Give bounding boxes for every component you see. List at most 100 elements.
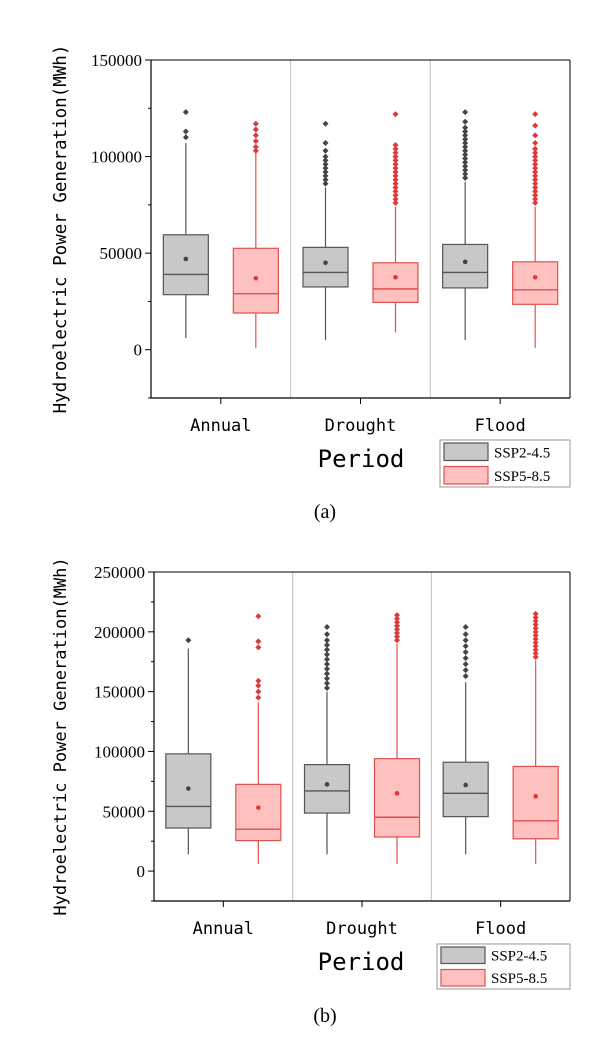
outlier-point — [462, 637, 469, 644]
outlier-point — [532, 180, 539, 187]
box-iqr — [165, 753, 212, 829]
outlier-point — [324, 651, 330, 658]
box-iqr — [235, 783, 282, 842]
box-flood-ssp585 — [512, 111, 559, 348]
outlier-point — [252, 126, 259, 133]
outlier-point — [324, 675, 330, 682]
outlier-point — [392, 184, 399, 191]
box-iqr — [302, 246, 349, 288]
y-tick-label: 150000 — [94, 683, 145, 702]
outlier-point — [532, 161, 539, 168]
outlier-point — [324, 670, 330, 677]
y-tick-label: 200000 — [94, 623, 145, 642]
outlier-point — [532, 132, 539, 139]
outlier-point — [462, 147, 469, 154]
box-iqr — [232, 247, 279, 314]
outlier-point — [532, 650, 539, 657]
box-flood-ssp245 — [442, 624, 489, 855]
outlier-point — [532, 184, 539, 191]
outlier-point — [324, 637, 330, 644]
x-axis-title: Period — [318, 445, 405, 473]
box-iqr — [162, 234, 209, 296]
legend-swatch-ssp245 — [440, 946, 486, 965]
mean-marker — [393, 274, 398, 280]
outlier-point — [532, 169, 539, 176]
outlier-point — [324, 631, 330, 638]
mean-marker — [183, 256, 189, 262]
outlier-point — [532, 632, 539, 639]
outlier-point — [392, 161, 399, 168]
outlier-point — [532, 646, 539, 653]
box-flood-ssp245 — [442, 109, 489, 341]
outlier-point — [532, 643, 539, 650]
outlier-point — [462, 667, 469, 674]
x-axis-title: Period — [318, 948, 405, 976]
outlier-point — [182, 128, 189, 135]
outlier-point — [182, 109, 189, 116]
outlier-point — [252, 143, 259, 150]
outlier-point — [322, 165, 329, 172]
x-tick-label-annual: Annual — [193, 919, 254, 939]
outlier-point — [392, 141, 399, 148]
outlier-point — [462, 132, 469, 139]
box-iqr — [512, 765, 559, 840]
mean-marker — [532, 274, 538, 280]
outlier-point — [532, 621, 539, 628]
outlier-point — [462, 673, 469, 680]
legend-label-ssp585: SSP5-8.5 — [491, 971, 547, 987]
outlier-point — [462, 151, 469, 158]
outlier-point — [532, 199, 539, 206]
outlier-point — [462, 655, 469, 662]
outlier-point — [392, 145, 399, 152]
outlier-point — [324, 680, 330, 687]
box-drought-ssp245 — [302, 120, 349, 341]
legend-label-ssp245: SSP2-4.5 — [494, 446, 550, 462]
y-tick-label: 250000 — [94, 563, 145, 582]
outlier-point — [532, 610, 539, 617]
outlier-point — [394, 637, 400, 644]
outlier-point — [255, 694, 262, 701]
outlier-point — [532, 176, 539, 183]
outlier-point — [462, 170, 469, 177]
y-tick-label: 50000 — [103, 802, 146, 821]
outlier-point — [532, 145, 539, 152]
outlier-point — [532, 188, 539, 195]
outlier-point — [532, 172, 539, 179]
outlier-point — [532, 111, 539, 118]
legend-swatch-ssp245 — [443, 442, 489, 462]
outlier-point — [322, 140, 329, 147]
outlier-point — [462, 643, 469, 650]
x-tick-label-annual: Annual — [190, 416, 251, 436]
mean-marker — [323, 260, 328, 266]
outlier-point — [532, 618, 539, 625]
legend: SSP2-4.5 SSP5-8.5 — [436, 943, 571, 990]
outlier-point — [394, 633, 400, 640]
outlier-point — [532, 614, 539, 621]
outlier-point — [324, 665, 330, 672]
outlier-point — [182, 134, 189, 141]
outlier-point — [462, 118, 469, 125]
outlier-point — [322, 147, 329, 154]
mean-marker — [462, 259, 468, 265]
outlier-point — [462, 143, 469, 150]
legend-swatch-ssp585 — [443, 465, 489, 485]
y-tick-label: 150000 — [91, 51, 142, 70]
outlier-point — [324, 646, 330, 653]
outlier-point — [392, 165, 399, 172]
box-annual-ssp585 — [235, 613, 282, 864]
y-tick-label: 100000 — [94, 742, 145, 761]
outlier-point — [532, 165, 539, 172]
legend: SSP2-4.5 SSP5-8.5 — [439, 439, 571, 488]
outlier-point — [392, 199, 399, 206]
outlier-point — [392, 169, 399, 176]
outlier-point — [322, 120, 329, 127]
mean-marker — [253, 275, 259, 281]
box-iqr — [442, 243, 489, 289]
outlier-point — [392, 172, 399, 179]
outlier-point — [532, 196, 539, 203]
box-drought-ssp585 — [373, 612, 421, 864]
outlier-point — [532, 153, 539, 160]
outlier-point — [252, 138, 259, 145]
box-flood-ssp585 — [512, 610, 559, 864]
